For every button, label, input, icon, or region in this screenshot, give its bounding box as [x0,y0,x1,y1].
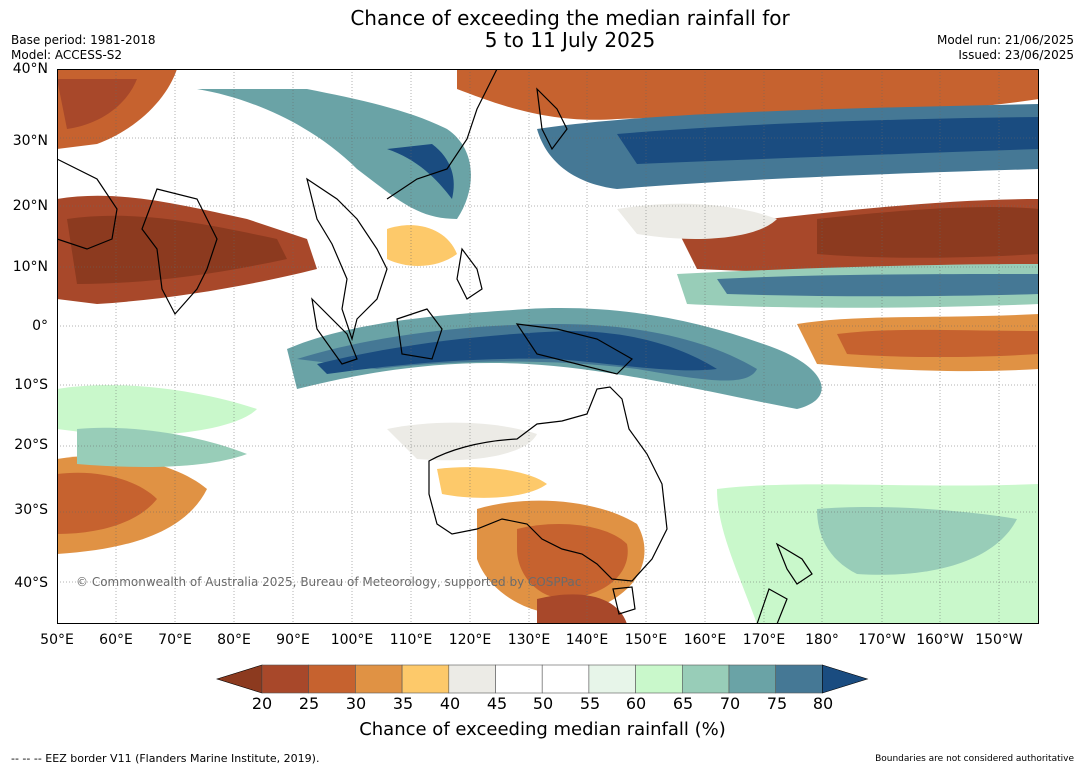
colorbar-tick: 60 [625,694,647,713]
colorbar-cell [401,664,450,694]
lon-label: 80°E [217,632,251,648]
colorbar-tick: 45 [486,694,508,713]
colorbar-tick: 70 [719,694,741,713]
lon-label: 60°E [99,632,133,648]
colorbar-tick: 40 [439,694,461,713]
rainfall-map [57,69,1039,624]
lat-label: 30°S [14,502,48,518]
lon-label: 50°E [40,632,74,648]
colorbar-cell [541,664,590,694]
colorbar-tick: 35 [392,694,414,713]
probability-shading [57,69,1039,624]
colorbar-cell [355,664,403,694]
lon-label: 90°E [276,632,310,648]
colorbar-tick: 55 [579,694,601,713]
lat-label: 40°S [14,575,48,591]
colorbar-tick: 75 [766,694,788,713]
lon-label: 100°E [330,632,374,648]
lat-label: 30°N [12,133,48,149]
copyright-notice: © Commonwealth of Australia 2025, Bureau… [76,575,582,589]
colorbar-cell [681,664,730,694]
colorbar-cell [261,664,310,694]
lon-label: 160°W [916,632,964,648]
lon-label: 170°E [742,632,786,648]
lat-label: 10°N [12,259,48,275]
colorbar-tick: 50 [532,694,554,713]
colorbar-extend-low [216,664,263,694]
lat-label: 10°S [14,377,48,393]
lat-label: 40°N [12,61,48,77]
lon-label: 70°E [158,632,192,648]
model-text: Model: ACCESS-S2 [11,48,123,62]
lat-label: 20°N [12,198,48,214]
lon-label: 150°E [624,632,668,648]
lon-label: 140°E [565,632,609,648]
colorbar-extend-high [822,664,869,694]
colorbar-tick: 20 [251,694,273,713]
colorbar-tick: 30 [345,694,367,713]
colorbar-cell [728,664,777,694]
lat-label: 20°S [14,437,48,453]
base-period-text: Base period: 1981-2018 [11,33,156,47]
graticule [57,69,1039,624]
colorbar-cell [775,664,823,694]
colorbar [216,664,869,694]
lon-label: 170°W [858,632,906,648]
lon-label: 130°E [507,632,551,648]
eez-legend-text: -- -- -- EEZ border V11 (Flanders Marine… [11,752,320,765]
map-title-line1: Chance of exceeding the median rainfall … [350,6,790,30]
colorbar-tick: 25 [298,694,320,713]
lon-label: 160°E [683,632,727,648]
model-run-text: Model run: 21/06/2025 [936,33,1074,47]
lon-label: 110°E [389,632,433,648]
colorbar-cell [635,664,683,694]
lon-label: 180° [805,632,839,648]
colorbar-label: Chance of exceeding median rainfall (%) [359,719,726,740]
colorbar-cell [308,664,356,694]
colorbar-tick: 80 [812,694,834,713]
colorbar-tick: 65 [672,694,694,713]
coastlines [57,69,813,624]
lon-label: 120°E [448,632,492,648]
colorbar-cell [448,664,496,694]
colorbar-cell [495,664,543,694]
map-title-line2: 5 to 11 July 2025 [484,28,656,52]
lon-label: 150°W [975,632,1023,648]
lat-label: 0° [32,318,48,334]
boundaries-disclaimer: Boundaries are not considered authoritat… [875,754,1074,764]
colorbar-cell [588,664,636,694]
issued-text: Issued: 23/06/2025 [958,48,1074,62]
